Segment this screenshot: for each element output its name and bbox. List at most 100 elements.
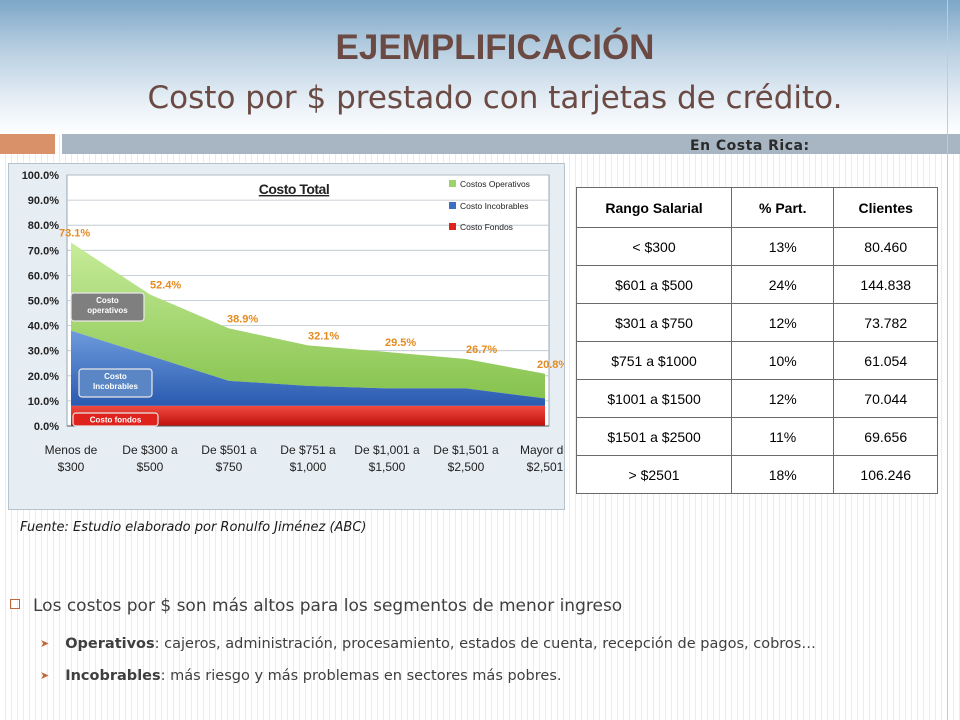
- table-header-row: Rango Salarial % Part. Clientes: [575, 187, 938, 228]
- arrow-bullet-icon: ➤: [40, 637, 50, 650]
- table-cell: 61.054: [833, 341, 938, 380]
- arrow-bullet-icon: ➤: [40, 669, 50, 682]
- accent-bar-orange: [0, 134, 55, 154]
- table-header-cell: Clientes: [833, 187, 938, 228]
- table-row: $1501 a $2500 11% 69.656: [575, 417, 938, 456]
- y-tick-label: 80.0%: [28, 220, 59, 232]
- area-costo-incobrables: [71, 330, 545, 406]
- legend-label: Costos Operativos: [460, 179, 530, 189]
- legend-swatch: [449, 223, 456, 230]
- table-cell: $751 a $1000: [575, 341, 733, 380]
- y-tick-label: 100.0%: [22, 170, 60, 182]
- table-cell: 18%: [731, 455, 835, 494]
- bullet-sub-text: : cajeros, administración, procesamiento…: [154, 636, 816, 652]
- right-rule: [947, 0, 948, 720]
- header-band: [0, 0, 960, 135]
- source-note: Fuente: Estudio elaborado por Ronulfo Ji…: [20, 520, 367, 535]
- table-cell: 10%: [731, 341, 835, 380]
- table-cell: 80.460: [833, 227, 938, 266]
- y-tick-label: 90.0%: [28, 195, 59, 207]
- table-cell: 144.838: [833, 265, 938, 304]
- bullet-main-text: Los costos por $ son más altos para los …: [33, 596, 623, 616]
- chart-title: Costo Total: [259, 181, 329, 197]
- page-subtitle: Costo por $ prestado con tarjetas de cré…: [147, 80, 843, 116]
- annotation-incobrables-text: Incobrables: [93, 382, 138, 391]
- table-cell: $1501 a $2500: [575, 417, 733, 456]
- data-label-total: 38.9%: [227, 313, 258, 325]
- x-tick-label: $2,501: [527, 460, 564, 474]
- y-tick-label: 50.0%: [28, 296, 59, 308]
- x-tick-label: Mayor de: [520, 443, 564, 457]
- table-cell: 13%: [731, 227, 835, 266]
- area-costos-operativos: [71, 242, 545, 399]
- table-cell: 11%: [731, 417, 835, 456]
- x-tick-label: $1,500: [369, 460, 406, 474]
- table-cell: $301 a $750: [575, 303, 733, 342]
- table-cell: 24%: [731, 265, 835, 304]
- accent-bar-gray: [62, 134, 960, 154]
- table-row: $601 a $500 24% 144.838: [575, 265, 938, 304]
- x-tick-label: De $1,501 a: [433, 443, 499, 457]
- data-label-total: 29.5%: [385, 337, 416, 349]
- cost-chart: 0.0% 10.0% 20.0% 30.0% 40.0% 50.0% 60.0% 70.0% 8…: [8, 163, 565, 510]
- data-label-total: 52.4%: [150, 279, 181, 291]
- table-row: $751 a $1000 10% 61.054: [575, 341, 938, 380]
- annotation-fondos: [72, 412, 159, 427]
- data-label-total: 73.1%: [59, 228, 90, 240]
- table-cell: < $300: [575, 227, 733, 266]
- data-label-total: 32.1%: [308, 330, 339, 342]
- y-tick-label: 10.0%: [28, 396, 59, 408]
- y-tick-label: 20.0%: [28, 371, 59, 383]
- bullet-main: Los costos por $ son más altos para los …: [10, 596, 622, 616]
- bullet-sub-text: : más riesgo y más problemas en sectores…: [160, 668, 562, 684]
- x-tick-label: $1,000: [290, 460, 327, 474]
- table-row: $1001 a $1500 12% 70.044: [575, 379, 938, 418]
- bullet-sub-bold: Operativos: [65, 636, 155, 652]
- y-tick-label: 70.0%: [28, 245, 59, 257]
- bullet-sub-operativos: ➤ Operativos: cajeros, administración, pr…: [40, 636, 816, 652]
- data-label-total: 26.7%: [466, 344, 497, 356]
- table-cell: 69.656: [833, 417, 938, 456]
- table-row: > $2501 18% 106.246: [575, 455, 938, 494]
- table-cell: > $2501: [575, 455, 733, 494]
- legend-label: Costo Fondos: [460, 222, 513, 232]
- x-tick-label: De $1,001 a: [354, 443, 420, 457]
- table-cell: 106.246: [833, 455, 938, 494]
- table-header-cell: Rango Salarial: [575, 187, 733, 228]
- annotation-fondos-text: Costo fondos: [90, 416, 142, 425]
- salary-range-table: Rango Salarial % Part. Clientes < $300 13…: [575, 187, 938, 494]
- x-tick-label: De $300 a: [122, 443, 178, 457]
- table-cell: 70.044: [833, 379, 938, 418]
- bullet-sub-bold: Incobrables: [65, 668, 161, 684]
- table-cell: 73.782: [833, 303, 938, 342]
- area-costo-fondos: [71, 405, 545, 426]
- x-tick-label: $750: [216, 460, 243, 474]
- table-row: $301 a $750 12% 73.782: [575, 303, 938, 342]
- x-tick-label: De $501 a: [201, 443, 257, 457]
- annotation-operativos: [70, 292, 145, 322]
- data-label-total: 20.8%: [537, 359, 564, 371]
- table-cell: 12%: [731, 379, 835, 418]
- legend-label: Costo Incobrables: [460, 201, 529, 211]
- table-header-cell: % Part.: [731, 187, 835, 228]
- table-cell: 12%: [731, 303, 835, 342]
- page-title: EJEMPLIFICACIÓN: [335, 28, 655, 67]
- region-label: En Costa Rica:: [690, 138, 810, 154]
- table-row: < $300 13% 80.460: [575, 227, 938, 266]
- x-tick-label: $500: [137, 460, 164, 474]
- x-tick-label: De $751 a: [280, 443, 336, 457]
- annotation-operativos-text: operativos: [87, 306, 128, 315]
- annotation-operativos-text: Costo: [96, 296, 119, 305]
- legend-swatch: [449, 180, 456, 187]
- x-tick-label: $2,500: [448, 460, 485, 474]
- annotation-incobrables: [78, 368, 153, 398]
- cost-chart-svg: 0.0% 10.0% 20.0% 30.0% 40.0% 50.0% 60.0% 70.0% 8…: [22, 170, 564, 474]
- bullet-sub-incobrables: ➤ Incobrables: más riesgo y más problemas…: [40, 668, 562, 684]
- x-tick-label: $300: [58, 460, 85, 474]
- x-tick-label: Menos de: [45, 443, 98, 457]
- y-tick-label: 30.0%: [28, 346, 59, 358]
- y-tick-label: 0.0%: [34, 421, 59, 433]
- table-cell: $1001 a $1500: [575, 379, 733, 418]
- legend-swatch: [449, 202, 456, 209]
- annotation-incobrables-text: Costo: [104, 372, 127, 381]
